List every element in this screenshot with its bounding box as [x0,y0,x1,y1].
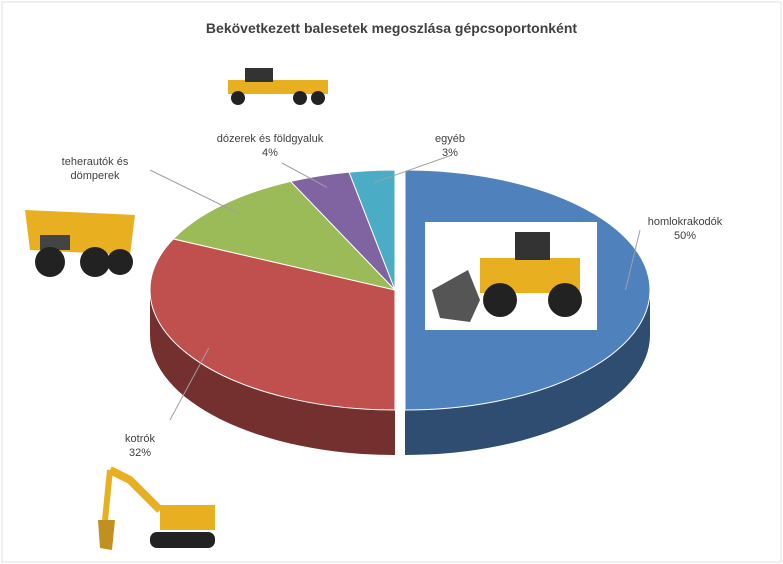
data-label: homlokrakodók 50% [630,215,740,243]
slice [348,169,396,291]
leader-line [149,169,240,215]
data-label: dózerek és földgyaluk 4% [200,132,340,160]
leader-line [169,347,210,421]
category-label: egyéb [435,133,465,145]
category-label: dózerek és földgyaluk [216,133,324,145]
loader-bucket [432,270,480,322]
chart-title: Bekövetkezett balesetek megoszlása gépcs… [205,20,578,36]
loader-wheel [548,283,582,317]
slice-side [405,290,650,455]
category-label: kotrók [125,433,155,445]
pie-sides [150,290,650,455]
value-label: 32% [128,447,152,459]
loader-icon [425,222,597,330]
loader-wheel [483,283,517,317]
leader-line [281,162,328,188]
value-label: 50% [673,230,697,242]
leader-line [625,229,641,291]
grader-icon [228,68,328,105]
truck-icon [25,210,135,277]
excavator-icon [98,466,215,550]
leader-line [374,154,453,183]
slice [149,238,396,411]
data-label: egyéb 3% [420,132,480,160]
data-label: kotrók 32% [110,432,170,460]
category-label: homlokrakodók [647,216,723,228]
data-label: teherautók és dömperek [50,155,140,183]
category-label: teherautók és dömperek [61,156,129,182]
value-label: 3% [442,147,458,159]
slice-side [150,290,395,455]
value-label: 4% [262,147,278,159]
loader-cab [515,232,550,260]
